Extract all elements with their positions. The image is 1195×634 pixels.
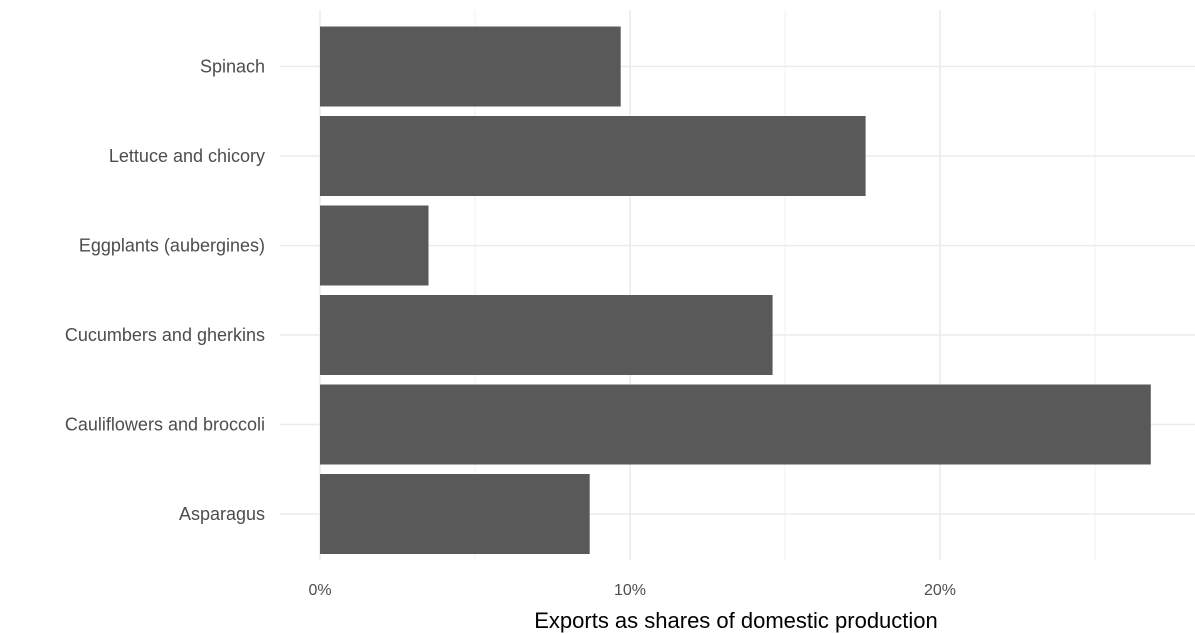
bar-eggplants-aubergines: [320, 205, 429, 286]
category-label: Spinach: [200, 57, 265, 77]
category-label: Cucumbers and gherkins: [65, 325, 265, 345]
category-label: Asparagus: [179, 504, 265, 524]
bar-lettuce-and-chicory: [320, 116, 866, 196]
category-label: Eggplants (aubergines): [79, 236, 265, 256]
x-tick-label: 0%: [308, 582, 331, 599]
x-axis-tick-labels: 0% 10% 20%: [308, 582, 956, 599]
y-axis-labels: Asparagus Cauliflowers and broccoli Cucumb…: [65, 57, 265, 525]
bar-cucumbers-and-gherkins: [320, 295, 773, 375]
bars: [320, 26, 1151, 554]
category-label: Lettuce and chicory: [109, 146, 265, 166]
x-tick-label: 20%: [924, 582, 956, 599]
bar-asparagus: [320, 474, 590, 554]
bar-cauliflowers-and-broccoli: [320, 384, 1151, 465]
x-tick-label: 10%: [614, 582, 646, 599]
bar-spinach: [320, 26, 621, 107]
x-axis-title: Exports as shares of domestic production: [534, 608, 938, 633]
category-label: Cauliflowers and broccoli: [65, 415, 265, 435]
